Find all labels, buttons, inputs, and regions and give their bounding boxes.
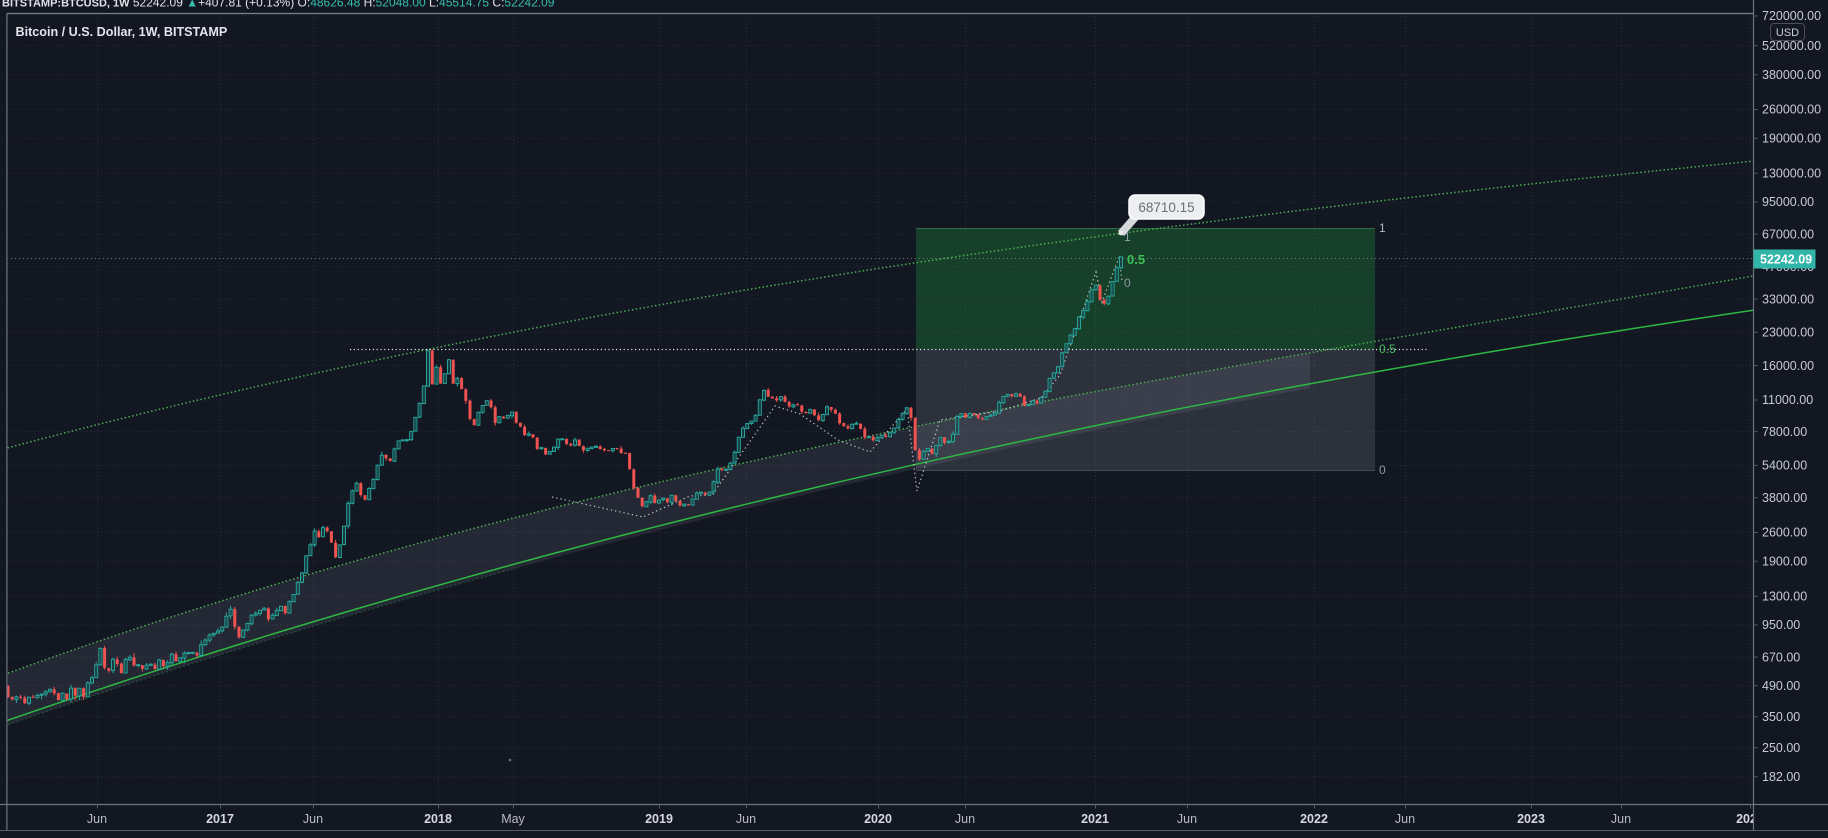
svg-text:0.5: 0.5: [1379, 342, 1396, 356]
svg-text:11000.00: 11000.00: [1762, 393, 1813, 407]
svg-text:Jun: Jun: [1177, 812, 1197, 826]
svg-text:2018: 2018: [424, 812, 452, 826]
svg-text:2023: 2023: [1517, 812, 1545, 826]
svg-text:Jun: Jun: [955, 812, 975, 826]
svg-text:520000.00: 520000.00: [1762, 39, 1821, 53]
svg-text:Bitcoin / U.S. Dollar, 1W, BIT: Bitcoin / U.S. Dollar, 1W, BITSTAMP: [16, 25, 228, 39]
svg-text:1: 1: [1379, 221, 1386, 235]
svg-text:67000.00: 67000.00: [1762, 227, 1814, 241]
svg-text:Jun: Jun: [736, 812, 756, 826]
svg-text:3800.00: 3800.00: [1762, 491, 1807, 505]
svg-text:2020: 2020: [864, 812, 892, 826]
svg-text:May: May: [501, 812, 525, 826]
svg-text:380000.00: 380000.00: [1762, 68, 1821, 82]
svg-text:1: 1: [1124, 230, 1131, 244]
svg-text:Jun: Jun: [303, 812, 323, 826]
svg-text:130000.00: 130000.00: [1762, 166, 1821, 180]
svg-text:0: 0: [1379, 463, 1386, 477]
svg-text:BITSTAMP:BTCUSD, 1W 52242.09 ▲: BITSTAMP:BTCUSD, 1W 52242.09 ▲+407.81 (+…: [2, 0, 555, 10]
svg-text:182.00: 182.00: [1762, 770, 1800, 784]
svg-text:260000.00: 260000.00: [1762, 103, 1821, 117]
svg-text:2024: 2024: [1736, 812, 1764, 826]
svg-text:5400.00: 5400.00: [1762, 459, 1807, 473]
svg-text:33000.00: 33000.00: [1762, 292, 1814, 306]
svg-text:Jun: Jun: [1395, 812, 1415, 826]
svg-text:2017: 2017: [206, 812, 234, 826]
svg-text:USD: USD: [1776, 27, 1799, 39]
svg-text:0: 0: [1124, 276, 1131, 290]
svg-text:950.00: 950.00: [1762, 618, 1800, 632]
svg-text:95000.00: 95000.00: [1762, 195, 1814, 209]
svg-text:670.00: 670.00: [1762, 650, 1800, 664]
svg-text:23000.00: 23000.00: [1762, 326, 1814, 340]
svg-text:720000.00: 720000.00: [1762, 9, 1821, 23]
svg-text:16000.00: 16000.00: [1762, 359, 1814, 373]
svg-text:250.00: 250.00: [1762, 741, 1800, 755]
svg-text:490.00: 490.00: [1762, 679, 1800, 693]
svg-text:2022: 2022: [1300, 812, 1328, 826]
svg-text:1900.00: 1900.00: [1762, 555, 1807, 569]
svg-text:7800.00: 7800.00: [1762, 425, 1807, 439]
svg-text:2021: 2021: [1081, 812, 1109, 826]
svg-text:2600.00: 2600.00: [1762, 526, 1807, 540]
svg-text:Jun: Jun: [87, 812, 107, 826]
svg-text:350.00: 350.00: [1762, 710, 1800, 724]
svg-text:0.5: 0.5: [1127, 252, 1145, 267]
svg-text:68710.15: 68710.15: [1138, 200, 1194, 215]
svg-text:52242.09: 52242.09: [1760, 253, 1812, 267]
svg-text:190000.00: 190000.00: [1762, 132, 1821, 146]
svg-text:Jun: Jun: [1611, 812, 1631, 826]
svg-text:1300.00: 1300.00: [1762, 589, 1807, 603]
svg-text:2019: 2019: [645, 812, 673, 826]
